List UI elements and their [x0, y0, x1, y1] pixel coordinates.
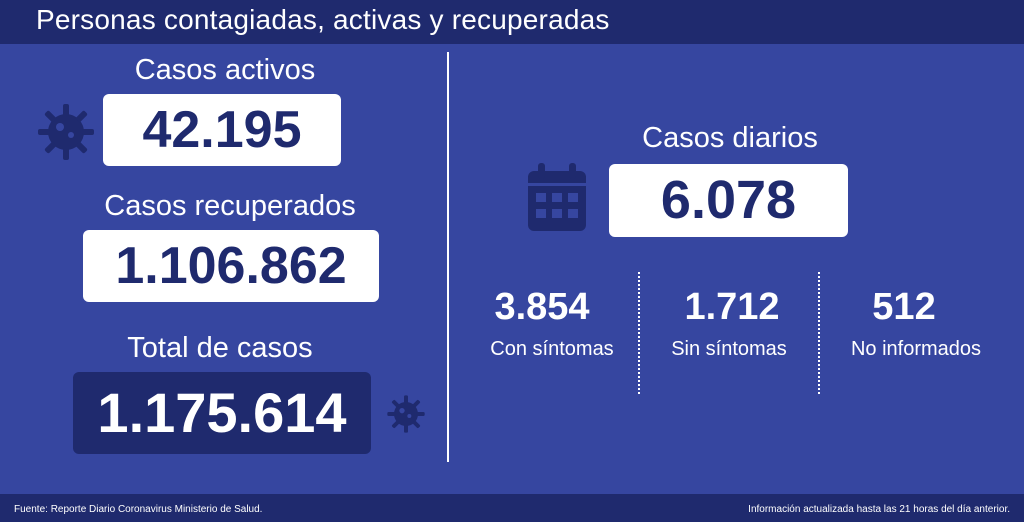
no-informados-value: 512 [872, 286, 936, 328]
total-casos-label: Total de casos [127, 332, 313, 364]
footer-bar: Fuente: Reporte Diario Coronavirus Minis… [0, 494, 1024, 522]
con-sintomas-label: Con síntomas [490, 338, 614, 360]
dotted-divider [818, 272, 820, 394]
total-casos-value: 1.175.614 [73, 372, 371, 454]
casos-recuperados-label: Casos recuperados [104, 190, 356, 222]
calendar-icon [528, 163, 586, 231]
casos-activos-label: Casos activos [134, 54, 316, 86]
source-note: Fuente: Reporte Diario Coronavirus Minis… [14, 504, 263, 515]
casos-activos-value: 42.195 [103, 94, 341, 166]
sin-sintomas-value: 1.712 [684, 286, 780, 328]
column-divider [447, 52, 449, 462]
casos-diarios-value: 6.078 [609, 164, 848, 237]
dotted-divider [638, 272, 640, 394]
page-title: Personas contagiadas, activas y recupera… [36, 4, 610, 35]
casos-recuperados-value: 1.106.862 [83, 230, 379, 302]
casos-diarios-label: Casos diarios [642, 122, 818, 154]
header-bar: Personas contagiadas, activas y recupera… [0, 0, 1024, 44]
no-informados-label: No informados [850, 338, 982, 360]
con-sintomas-value: 3.854 [494, 286, 590, 328]
update-note: Información actualizada hasta las 21 hor… [748, 504, 1010, 515]
virus-icon [387, 395, 425, 433]
sin-sintomas-label: Sin síntomas [671, 338, 787, 360]
virus-icon [38, 104, 94, 160]
